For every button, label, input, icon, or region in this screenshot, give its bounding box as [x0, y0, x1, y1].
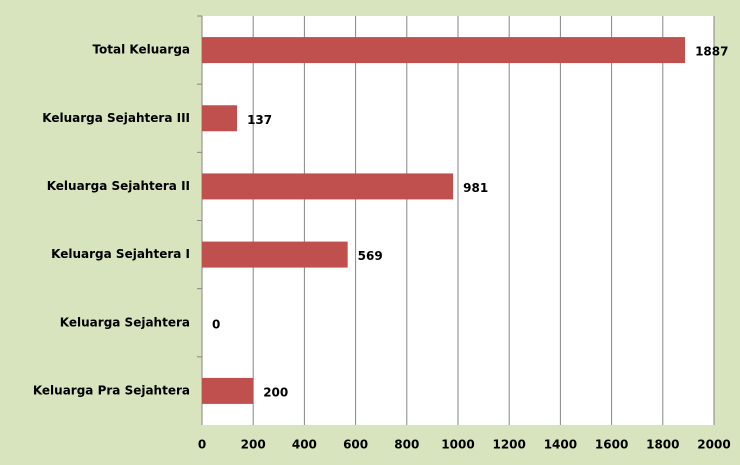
bar: [202, 241, 348, 268]
y-tick-label: Keluarga Sejahtera I: [51, 247, 190, 261]
y-tick-label: Keluarga Pra Sejahtera: [33, 383, 190, 397]
x-tick-label: 1200: [492, 438, 525, 452]
x-tick-label: 2000: [697, 438, 730, 452]
bar: [202, 105, 238, 132]
y-tick-label: Keluarga Sejahtera II: [47, 179, 190, 193]
y-tick-label: Keluarga Sejahtera III: [42, 111, 190, 125]
data-label: 200: [263, 385, 288, 399]
bar: [202, 173, 454, 200]
x-tick-label: 0: [198, 438, 206, 452]
y-tick-label: Total Keluarga: [92, 43, 190, 57]
x-tick-label: 600: [343, 438, 368, 452]
x-tick-label: 1800: [646, 438, 679, 452]
data-label: 0: [212, 317, 220, 331]
bar: [202, 377, 254, 404]
x-tick-label: 1400: [544, 438, 577, 452]
x-tick-label: 400: [292, 438, 317, 452]
data-label: 1887: [695, 45, 728, 59]
data-label: 981: [463, 181, 488, 195]
x-tick-label: 1000: [441, 438, 474, 452]
x-tick-label: 200: [241, 438, 266, 452]
bar: [202, 37, 686, 64]
data-label: 569: [358, 249, 383, 263]
x-tick-label: 1600: [595, 438, 628, 452]
y-tick-label: Keluarga Sejahtera: [60, 315, 190, 329]
data-label: 137: [247, 113, 272, 127]
x-tick-label: 800: [394, 438, 419, 452]
